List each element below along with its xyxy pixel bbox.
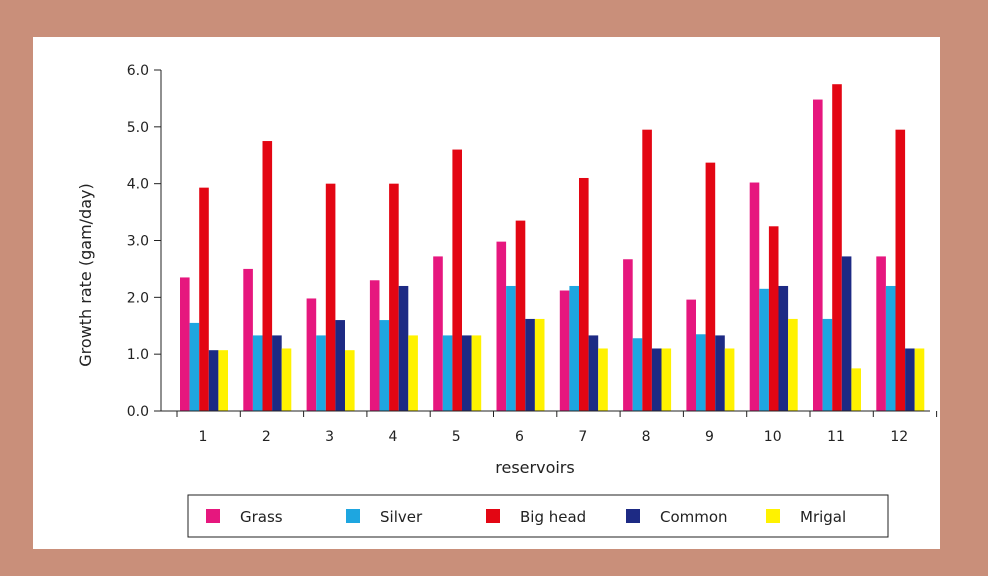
bar-grass-12 (876, 256, 886, 411)
bar-grass-8 (623, 259, 633, 411)
bar-mrigal-5 (471, 335, 482, 411)
bar-grass-4 (369, 280, 380, 411)
bar-silver-2 (252, 335, 263, 411)
bar-common-6 (525, 318, 535, 411)
bar-common-11 (841, 256, 852, 411)
bar-common-9 (715, 335, 725, 411)
legend-swatch-mrigal (766, 509, 780, 523)
legend-swatch-big-head (486, 509, 500, 523)
bar-common-12 (905, 348, 915, 411)
chart-panel: 0.0 1.0 2.0 3.0 4.0 5.0 6.0 1 2 3 4 5 6 7 8 9 10 11 12 Gr… (33, 37, 940, 549)
bar-grass-5 (433, 256, 443, 411)
bar-common-1 (208, 350, 219, 411)
x-tick-label-4: 4 (388, 429, 397, 445)
bar-silver-1 (189, 322, 200, 411)
y-tick-label: 5.0 (127, 120, 149, 136)
bar-silver-9 (696, 334, 706, 411)
bar-grass-3 (306, 298, 317, 411)
legend-label-big-head: Big head (520, 508, 586, 526)
y-tick-label: 2.0 (127, 290, 149, 306)
bar-common-5 (462, 335, 472, 411)
bar-mrigal-4 (408, 335, 418, 411)
bar-grass-6 (496, 241, 507, 411)
bar-grass-10 (749, 182, 760, 411)
bar-mrigal-6 (534, 318, 545, 411)
bar-grass-7 (559, 290, 570, 411)
bar-mrigal-1 (218, 350, 228, 411)
y-tick-label: 3.0 (127, 234, 149, 250)
bar-big-head-11 (832, 84, 842, 412)
bar-grass-1 (180, 277, 190, 411)
bar-silver-10 (759, 288, 769, 411)
bar-grass-11 (813, 99, 823, 411)
bar-big-head-5 (452, 149, 462, 412)
y-tick-label: 1.0 (127, 347, 149, 363)
bar-grass-9 (686, 299, 696, 411)
bar-big-head-9 (705, 162, 716, 411)
bar-chart: 0.01.02.03.04.05.06.0 1 2 3 4 5 6 7 8 9 10 11 12 Gr… (76, 63, 938, 538)
x-tick-label-2: 2 (262, 429, 271, 445)
bar-silver-11 (822, 318, 833, 411)
bar-common-4 (398, 285, 409, 411)
bar-mrigal-3 (345, 350, 355, 411)
bar-common-8 (651, 348, 662, 411)
bar-mrigal-2 (281, 348, 292, 411)
bar-big-head-3 (325, 183, 336, 411)
bar-common-10 (778, 285, 789, 411)
bar-silver-7 (569, 285, 579, 411)
bar-big-head-2 (262, 141, 273, 411)
bar-mrigal-7 (598, 348, 608, 411)
legend-swatch-silver (346, 509, 360, 523)
y-tick-label: 0.0 (127, 404, 149, 420)
bar-big-head-4 (389, 183, 399, 411)
bar-big-head-7 (579, 177, 589, 411)
y-tick-label: 6.0 (127, 63, 149, 79)
x-tick-label-8: 8 (642, 429, 651, 445)
x-axis-title: reservoirs (495, 458, 574, 477)
y-tick-label: 4.0 (127, 177, 149, 193)
x-tick-label-9: 9 (705, 429, 714, 445)
bar-silver-4 (379, 320, 390, 411)
bar-big-head-6 (515, 220, 526, 411)
bar-silver-6 (506, 285, 516, 411)
bar-mrigal-12 (914, 348, 925, 411)
x-tick-label-7: 7 (578, 429, 587, 445)
legend-swatch-grass (206, 509, 220, 523)
y-axis-title: Growth rate (gam/day) (76, 183, 95, 366)
bar-mrigal-10 (788, 318, 798, 411)
bar-silver-3 (316, 335, 326, 411)
legend-label-grass: Grass (240, 508, 283, 526)
bar-big-head-10 (768, 226, 779, 411)
bar-mrigal-11 (851, 368, 861, 411)
bar-mrigal-9 (724, 348, 735, 411)
x-tick-label-1: 1 (199, 429, 208, 445)
bar-common-2 (272, 335, 282, 411)
bar-silver-8 (632, 338, 643, 411)
bar-common-3 (335, 320, 345, 411)
bar-big-head-1 (199, 187, 209, 411)
bar-big-head-8 (642, 129, 652, 412)
legend-label-silver: Silver (380, 508, 423, 526)
x-tick-label-11: 11 (827, 429, 845, 445)
bar-big-head-12 (895, 129, 906, 412)
x-tick-label-12: 12 (890, 429, 908, 445)
legend-label-mrigal: Mrigal (800, 508, 846, 526)
x-tick-label-6: 6 (515, 429, 524, 445)
x-tick-label-5: 5 (452, 429, 461, 445)
x-tick-label-3: 3 (325, 429, 334, 445)
bar-silver-12 (885, 285, 896, 411)
bar-mrigal-8 (661, 348, 672, 411)
bar-grass-2 (243, 268, 253, 411)
x-tick-label-10: 10 (764, 429, 782, 445)
bar-common-7 (588, 335, 599, 411)
legend-swatch-common (626, 509, 640, 523)
legend: Grass Silver Big head Common Mrigal (187, 494, 889, 538)
bar-silver-5 (442, 335, 453, 411)
legend-label-common: Common (660, 508, 728, 526)
